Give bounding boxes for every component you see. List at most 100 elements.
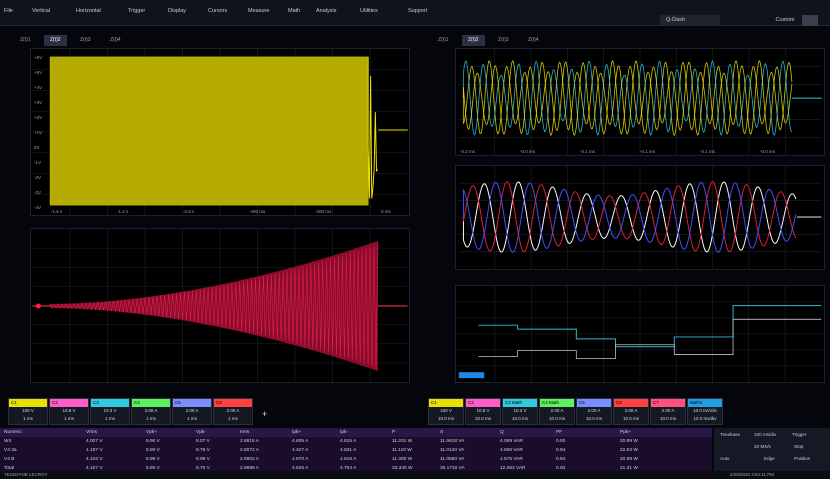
channel-timebase: 10.0 ms: [651, 415, 685, 423]
channel-c1[interactable]: C1 100 V 10.0 ms: [428, 398, 464, 425]
channel-c6[interactable]: C6 2.00 A 10.0 ms: [613, 398, 649, 425]
table-cell: 11.460 W: [392, 455, 412, 464]
channel-name: C5: [173, 399, 211, 407]
x-tick-label: -0.2 ms: [460, 149, 475, 154]
y-tick-label: -1V: [34, 160, 41, 165]
menu-utilities[interactable]: Utilities: [360, 5, 378, 17]
channel-c2[interactable]: C2 10.8 V 1 ms: [49, 398, 89, 425]
channel-timebase: 10.0 ms/div: [688, 415, 722, 423]
channel-timebase: 1 ms: [91, 415, 129, 423]
tab-right_tabs-1[interactable]: Z(t)2: [462, 35, 485, 46]
channel-scale: 10.0 mV/div: [688, 407, 722, 415]
channel-scale: 100 V: [9, 407, 47, 415]
y-tick-label: +6V: [34, 55, 42, 60]
timebase-trigger-panel[interactable]: Timebase 100 ms/div Trigger 20 MS/s Stop…: [714, 428, 830, 471]
trigger-label: Trigger: [792, 432, 806, 437]
channel-math1[interactable]: Math1 10.0 mV/div 10.0 ms/div: [687, 398, 723, 425]
channel-c7[interactable]: C7 2.00 A 10.0 ms: [650, 398, 686, 425]
y-tick-label: -4V: [34, 205, 41, 210]
custom-label[interactable]: Custom: [770, 15, 800, 26]
menu-vertical[interactable]: Vertical: [32, 5, 50, 17]
table-cell: 8.79 V: [196, 446, 210, 455]
right-bottom-waveform[interactable]: [455, 285, 825, 383]
add-channel-button[interactable]: +: [262, 409, 267, 419]
tab-right_tabs-2[interactable]: Z(t)3: [492, 35, 515, 46]
channel-timebase: 1 ms: [214, 415, 252, 423]
channel-name: C3 Math: [503, 399, 537, 407]
channel-name: C1: [9, 399, 47, 407]
menu-math[interactable]: Math: [288, 5, 300, 17]
menu-file[interactable]: File: [4, 5, 13, 17]
tab-left_tabs-0[interactable]: Z(t)1: [14, 35, 37, 46]
tab-left_tabs-3[interactable]: Z(t)4: [104, 35, 127, 46]
table-cell: 20.99 W: [620, 437, 638, 446]
y-tick-label: 0V: [34, 145, 40, 150]
channel-timebase: 10.0 ms: [466, 415, 500, 423]
channel-timebase: 10.0 ms: [429, 415, 463, 423]
left-channel-bar: C1 100 V1 ms C2 10.8 V1 ms C3 10.3 V1 ms C4 2.0…: [8, 398, 258, 425]
channel-scale: 100 V: [429, 407, 463, 415]
menu-display[interactable]: Display: [168, 5, 186, 17]
menu-cursors[interactable]: Cursors: [208, 5, 227, 17]
column-header: Ipk+: [292, 428, 301, 437]
table-cell: 4.831 A: [340, 446, 356, 455]
tab-right_tabs-0[interactable]: Z(t)1: [432, 35, 455, 46]
channel-name: C6: [614, 399, 648, 407]
y-tick-label: +3V: [34, 100, 42, 105]
channel-c4-math[interactable]: C4 Math 2.00 A 10.0 ms: [539, 398, 575, 425]
timebase-value[interactable]: 100 ms/div: [754, 432, 776, 437]
channel-timebase: 1 ms: [50, 415, 88, 423]
channel-name: C6: [214, 399, 252, 407]
table-cell: 8.99 V: [196, 455, 210, 464]
left-top-waveform[interactable]: +6V +5V +4V +3V +2V +1V 0V -1V -2V -3V -4V -1.6 s -1…: [30, 48, 410, 216]
channel-timebase: 10.0 ms: [503, 415, 537, 423]
channel-c1[interactable]: C1 100 V 1 ms: [8, 398, 48, 425]
power-step-waveform: [456, 286, 824, 382]
window-icon[interactable]: [802, 15, 818, 26]
slope-label: Positive: [794, 456, 810, 461]
channel-name: C3: [91, 399, 129, 407]
table-row: W4 4.007 V 8.90 V 8.07 V 2.8615 A 4.605 A 4.61…: [0, 437, 712, 446]
menu-analysis[interactable]: Analysis: [316, 5, 336, 17]
table-cell: V4 3a: [4, 446, 17, 455]
qdash-button[interactable]: Q-Dash: [660, 15, 720, 26]
channel-scale: 2.00 A: [540, 407, 574, 415]
x-tick-label: -0.0 ms: [520, 149, 535, 154]
channel-c4[interactable]: C4 2.00 A 1 ms: [131, 398, 171, 425]
menu-horizontal[interactable]: Horizontal: [76, 5, 101, 17]
tab-left_tabs-2[interactable]: Z(t)3: [74, 35, 97, 46]
right-middle-waveform[interactable]: [455, 165, 825, 270]
tab-right_tabs-3[interactable]: Z(t)4: [522, 35, 545, 46]
channel-c3[interactable]: C3 10.3 V 1 ms: [90, 398, 130, 425]
channel-c3-math[interactable]: C3 Math 10.3 V 10.0 ms: [502, 398, 538, 425]
channel-c6[interactable]: C6 2.00 A 1 ms: [213, 398, 253, 425]
channel-c5[interactable]: C5 2.00 A 1 ms: [172, 398, 212, 425]
menu-trigger[interactable]: Trigger: [128, 5, 145, 17]
measurement-table: Numeric Vrms Vpk+ Vpk- Irms Ipk+ Ipk- P S Q PF Ppk+…: [0, 428, 712, 475]
x-tick-label: -0.1 ms: [580, 149, 595, 154]
left-bottom-waveform[interactable]: [30, 228, 410, 383]
channel-name: C5: [577, 399, 611, 407]
channel-timebase: 10.0 ms: [614, 415, 648, 423]
channel-scale: 10.3 V: [91, 407, 129, 415]
table-cell: 0.94: [556, 455, 565, 464]
menu-support[interactable]: Support: [408, 5, 427, 17]
x-tick-label: -0.1 ms: [700, 149, 715, 154]
sample-rate: 20 MS/s: [754, 444, 771, 449]
x-tick-label: -0.1 ms: [640, 149, 655, 154]
channel-timebase: 1 ms: [9, 415, 47, 423]
channel-scale: 10.8 V: [466, 407, 500, 415]
tab-left_tabs-1[interactable]: Z(t)2: [44, 35, 67, 46]
trigger-mode[interactable]: Stop: [794, 444, 803, 449]
menu-measure[interactable]: Measure: [248, 5, 269, 17]
x-tick-label: -1.2 s: [117, 209, 128, 214]
channel-c5[interactable]: C5 2.00 A 10.0 ms: [576, 398, 612, 425]
table-cell: 1.197 V: [86, 446, 103, 455]
table-row: V4 B 4.103 V 8.96 V 8.99 V 2.8902 A 4.670 A 4.…: [0, 455, 712, 464]
status-bar: TELEDYNE LECROY 2/28/2020 3:54:11 PM: [0, 471, 830, 479]
column-header: Ppk+: [620, 428, 631, 437]
y-tick-label: +5V: [34, 70, 42, 75]
table-cell: 4.506 VAR: [500, 446, 523, 455]
channel-c2[interactable]: C2 10.8 V 10.0 ms: [465, 398, 501, 425]
right-top-waveform[interactable]: -0.2 ms -0.0 ms -0.1 ms -0.1 ms -0.1 ms -0.0 …: [455, 48, 825, 156]
